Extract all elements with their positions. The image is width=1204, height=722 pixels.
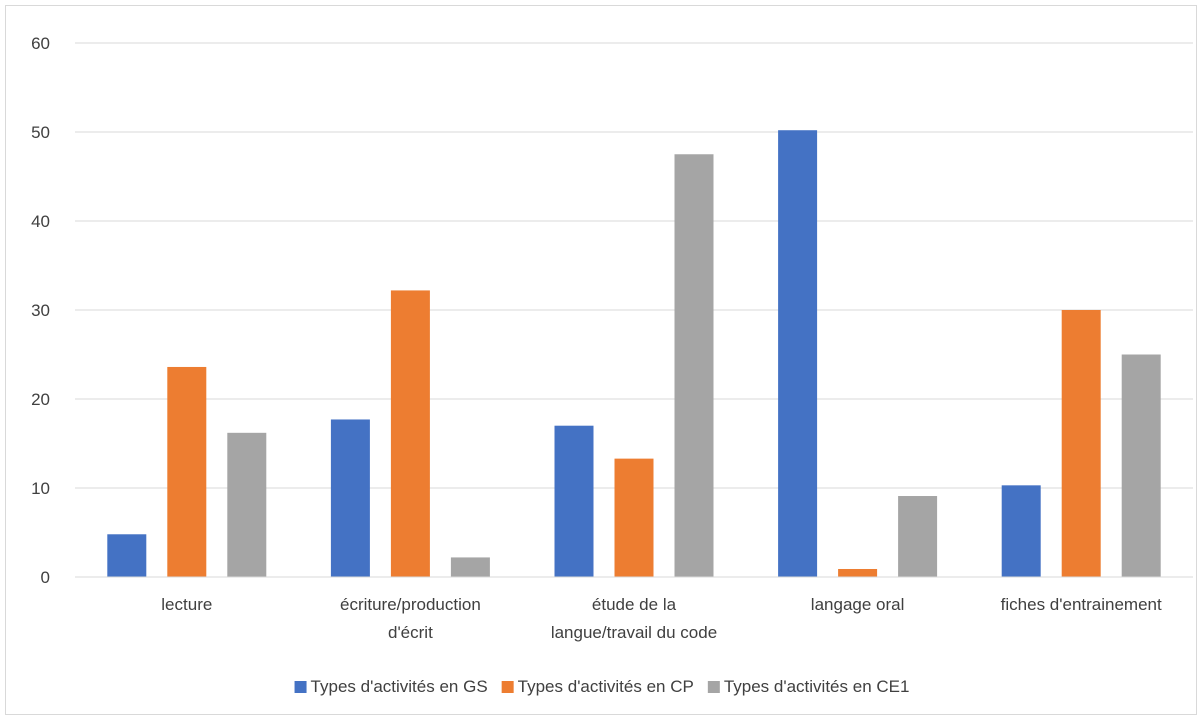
y-axis-tick-labels: 0 10 20 30 40 50 60 [31,34,50,587]
legend-item: Types d'activités en CE1 [707,677,910,696]
bar [898,496,938,577]
bar [554,425,594,577]
category-label: étude de la [592,595,677,614]
legend-label: Types d'activités en CE1 [724,677,910,696]
bar [107,534,147,577]
y-tick-label: 50 [31,123,50,142]
category-label: fiches d'entrainement [1001,595,1162,614]
bar [614,458,654,577]
y-tick-label: 20 [31,390,50,409]
legend-item: Types d'activités en GS [294,677,488,696]
category-label: écriture/production [340,595,481,614]
bar [330,419,370,577]
bar [838,568,878,577]
bar [674,154,714,577]
y-tick-label: 40 [31,212,50,231]
category-label: langue/travail du code [551,623,717,642]
y-tick-label: 30 [31,301,50,320]
bar [227,432,267,577]
bar-chart: 0 10 20 30 40 50 60 lecture écriture/production… [31,34,1193,696]
bar [1001,485,1041,577]
legend-swatch [294,681,307,693]
gridlines [75,42,1193,489]
legend-label: Types d'activités en GS [311,677,488,696]
bar [167,366,207,577]
bar [1061,310,1101,577]
legend-item: Types d'activités en CP [501,677,694,696]
y-tick-label: 10 [31,479,50,498]
legend-swatch [707,681,720,693]
bar [778,130,818,577]
legend-label: Types d'activités en CP [518,677,694,696]
category-label: langage oral [811,595,905,614]
bar [450,557,490,577]
category-labels: lecture écriture/production d'écrit étude d… [161,595,1162,642]
bar [1121,354,1161,577]
y-tick-label: 0 [41,568,50,587]
y-tick-label: 60 [31,34,50,53]
chart-frame: 0 10 20 30 40 50 60 lecture écriture/production… [5,5,1197,715]
legend-swatch [501,681,514,693]
category-label: lecture [161,595,212,614]
category-label: d'écrit [388,623,433,642]
legend: Types d'activités en GS Types d'activités… [294,677,910,696]
bars [107,130,1161,577]
bar [390,290,430,577]
